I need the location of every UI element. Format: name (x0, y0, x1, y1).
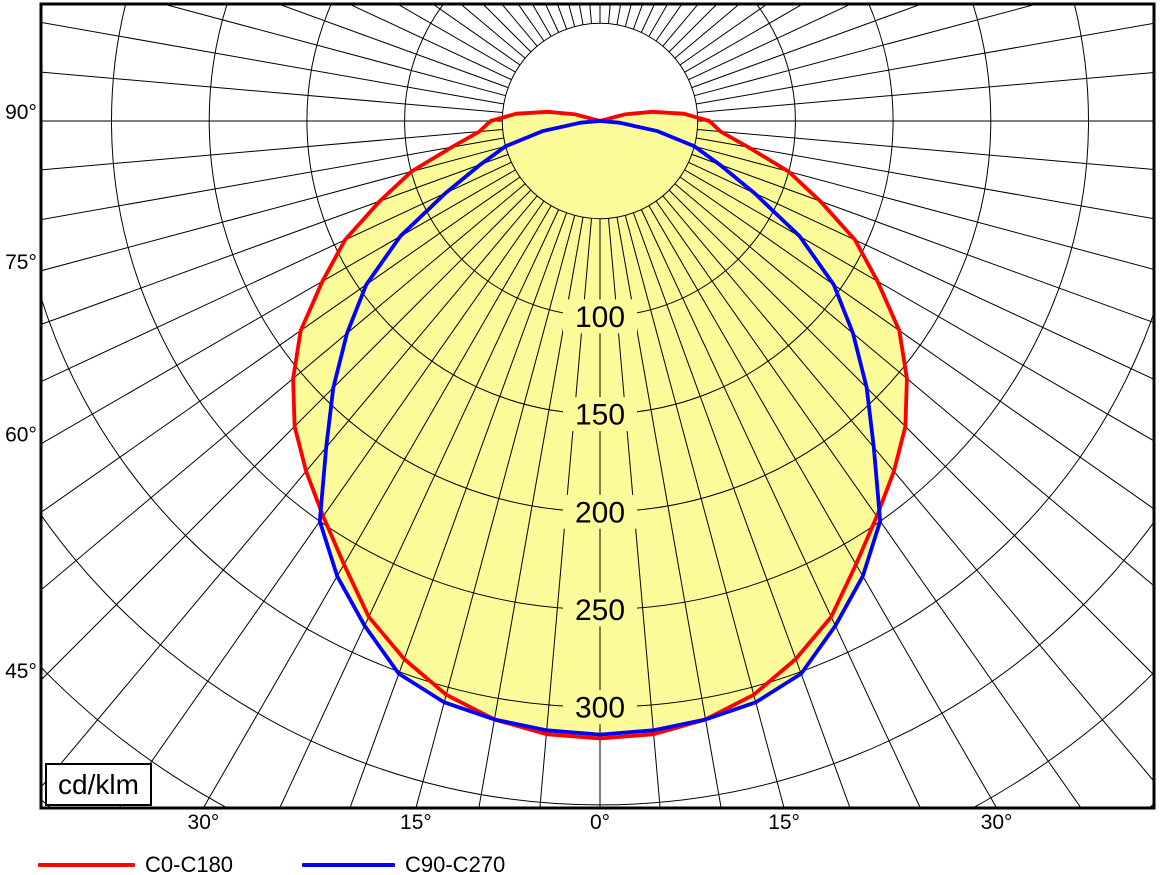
ring-label-150: 150 (575, 399, 625, 432)
grid-radial-30 (648, 205, 998, 808)
grid-radial-245 (347, 4, 512, 81)
grid-radial-70 (691, 153, 1154, 324)
grid-radial-345 (415, 215, 576, 808)
unit-box: cd/klm (45, 763, 152, 806)
axis-label-bottom-3: 15° (768, 811, 800, 834)
grid-radial-10 (616, 217, 722, 808)
grid-radial-100 (696, 22, 1154, 105)
grid-radial-145 (655, 4, 683, 42)
curve-c90-c270 (317, 119, 883, 737)
grid-radial-340 (349, 212, 568, 808)
grid-radial-85 (697, 129, 1154, 170)
grid-radial-35 (655, 200, 1082, 808)
grid-radial-225 (482, 4, 532, 53)
grid-radial-120 (684, 4, 804, 73)
grid-radial-20 (632, 212, 851, 808)
axis-label-bottom-1: 15° (400, 811, 432, 834)
grid-radial-350 (478, 217, 584, 808)
legend-label-c0-c180: C0-C180 (145, 852, 234, 875)
grid-radial-250 (277, 4, 509, 89)
grid-radial-130 (674, 4, 741, 59)
grid-radial-310 (41, 183, 526, 591)
grid-radial-75 (694, 145, 1154, 270)
grid-radial-255 (161, 4, 506, 97)
legend-item-c0-c180: C0-C180 (38, 852, 233, 875)
grid-radial-15 (624, 215, 785, 808)
grid-radial-325 (118, 200, 545, 808)
grid-radial-80 (696, 137, 1154, 220)
grid-radial-265 (41, 71, 503, 113)
ring-label-300: 300 (575, 692, 625, 725)
grid-radial-40 (662, 195, 1154, 783)
grid-radial-290 (41, 153, 509, 325)
grid-radial-135 (668, 4, 718, 53)
grid-radial-140 (662, 4, 699, 47)
grid-radial-285 (41, 145, 506, 272)
curve-c0-c180 (291, 109, 909, 741)
legend-swatch-blue-line (302, 863, 395, 867)
grid-radial-220 (501, 4, 538, 47)
grid-radial-125 (679, 4, 768, 66)
grid-radial-60 (684, 169, 1154, 442)
ring-label-patch-100 (563, 299, 637, 334)
grid-radial-300 (41, 169, 516, 445)
ring-label-patch-200 (563, 494, 637, 529)
ring-label-patch-300 (563, 690, 637, 725)
axis-label-bottom-4: 30° (981, 811, 1013, 834)
ring-label-patch-250 (563, 592, 637, 627)
ring-label-patch-150 (563, 397, 637, 432)
grid-radial-335 (279, 209, 560, 808)
axis-label-bottom-2: 0° (590, 811, 610, 834)
grid-radial-105 (694, 4, 1039, 97)
axis-label-left-60: 60° (5, 424, 37, 447)
legend-item-c90-c270: C90-C270 (302, 852, 505, 875)
unit-label: cd/klm (58, 768, 139, 800)
axis-label-bottom-0: 30° (188, 811, 220, 834)
grid-radial-315 (41, 189, 532, 681)
grid-radial-235 (432, 4, 521, 66)
plot-border (39, 2, 1156, 810)
grid-radial-320 (41, 195, 538, 789)
grid-radial-50 (674, 183, 1154, 587)
grid-radial-275 (41, 129, 503, 171)
grid-radial-25 (640, 209, 921, 808)
ring-label-250: 250 (575, 594, 625, 627)
grid-radial-45 (668, 189, 1154, 676)
grid-radial-115 (688, 4, 853, 81)
grid-radial-95 (697, 72, 1154, 113)
grid-radial-110 (691, 4, 923, 89)
axis-label-left-75: 75° (5, 251, 37, 274)
axis-label-left-90: 90° (5, 101, 37, 124)
grid-radial-280 (41, 137, 504, 221)
ring-label-100: 100 (575, 301, 625, 334)
ring-label-200: 200 (575, 496, 625, 529)
legend-label-c90-c270: C90-C270 (405, 852, 506, 875)
legend-swatch-red-line (38, 863, 135, 867)
axis-label-left-45: 45° (5, 660, 37, 683)
grid-radial-260 (41, 21, 504, 105)
grid-radial-330 (202, 205, 552, 808)
